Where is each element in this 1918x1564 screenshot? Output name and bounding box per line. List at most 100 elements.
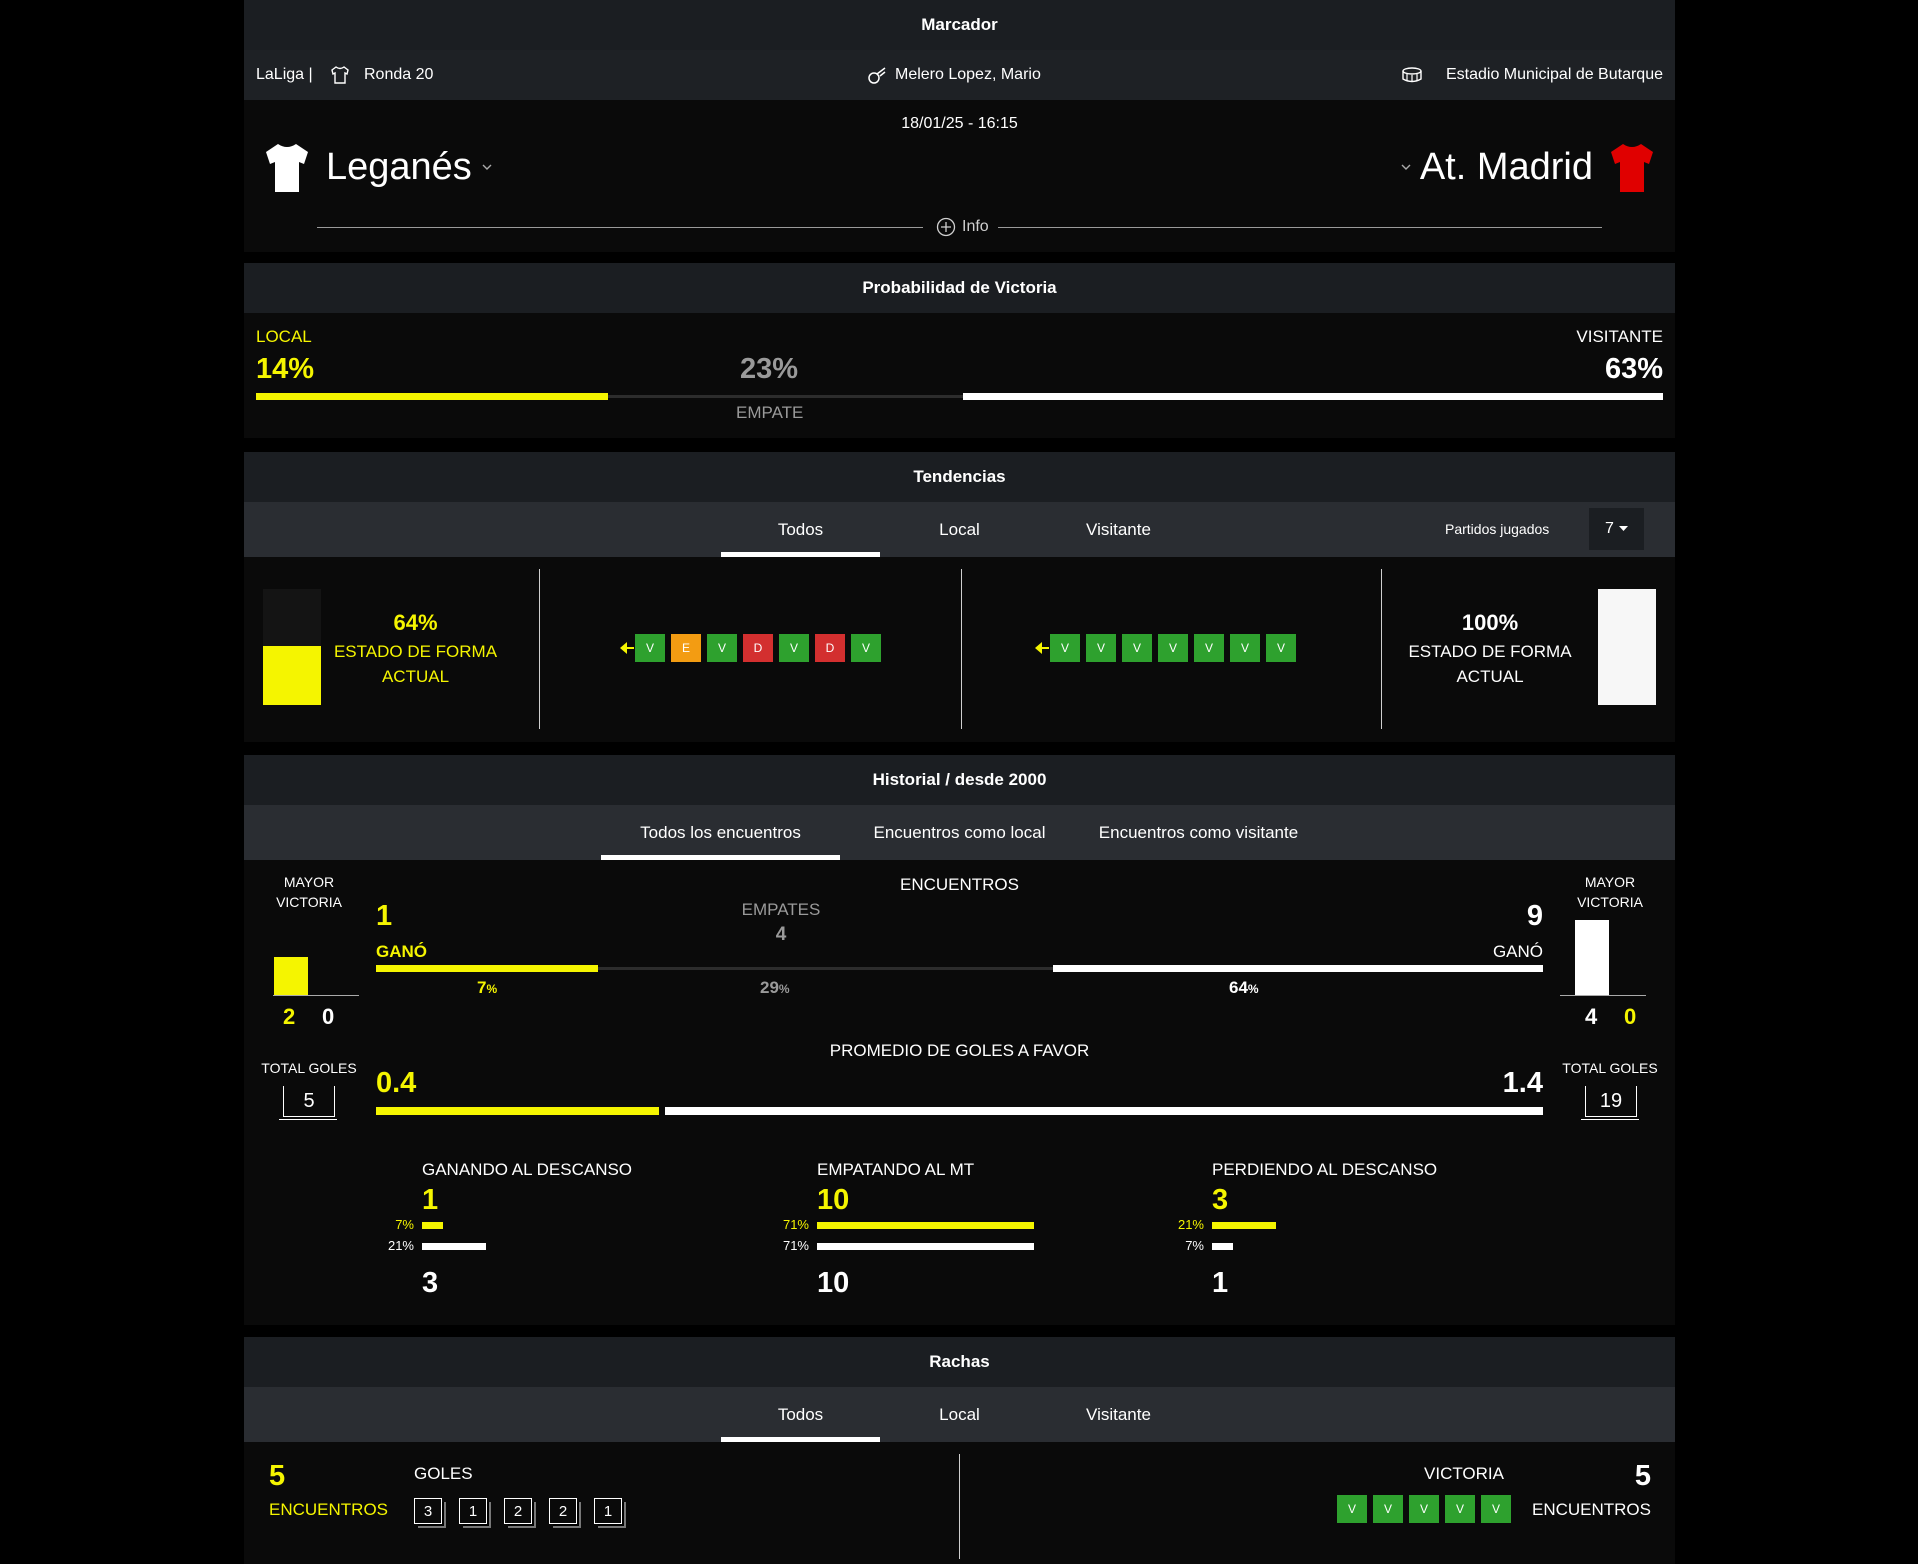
tendencias-header: Tendencias — [244, 452, 1675, 502]
goals-badge: 1 — [459, 1498, 487, 1524]
away-avg-bar — [665, 1107, 1543, 1115]
tab-local[interactable]: Local — [939, 519, 980, 539]
home-avg-bar — [376, 1107, 660, 1115]
away-team-name[interactable]: At. Madrid — [1419, 146, 1593, 188]
league-label[interactable]: LaLiga | — [256, 66, 313, 83]
away-wins: 9 — [1526, 900, 1543, 932]
home-big-win-home: 2 — [283, 1004, 296, 1029]
tab-encuentros-local[interactable]: Encuentros como local — [873, 822, 1046, 842]
halftime-stats: GANANDO AL DESCANSO 1 7% 21% 3 EMPATANDO AL M… — [244, 1160, 1675, 1320]
result-badge: V — [1230, 634, 1260, 662]
away-big-win-bar — [1575, 920, 1609, 995]
away-streak-count-label: ENCUENTROS — [1531, 1500, 1651, 1519]
away-probability-bar — [962, 393, 1663, 400]
result-badge: D — [743, 634, 773, 662]
halftime-away-pct: 7% — [1185, 1238, 1204, 1253]
result-badge: V — [1445, 1495, 1475, 1523]
stadium-name: Estadio Municipal de Butarque — [1445, 66, 1663, 83]
result-badge: V — [1266, 634, 1296, 662]
match-datetime: 18/01/25 - 16:15 — [901, 115, 1018, 132]
result-badge: V — [1122, 634, 1152, 662]
halftime-label: GANANDO AL DESCANSO — [422, 1160, 633, 1179]
encuentros-track — [376, 967, 1543, 970]
away-big-win-home: 4 — [1585, 1004, 1598, 1029]
divider — [961, 569, 962, 729]
away-probability: 63% — [1604, 353, 1663, 385]
box-underline — [1581, 1119, 1639, 1120]
away-form-gauge — [1598, 589, 1656, 705]
away-won-label: GANÓ — [1492, 942, 1543, 961]
tab-visitante[interactable]: Visitante — [1086, 519, 1151, 539]
result-badge: E — [671, 634, 701, 662]
mayor-victoria-label: MAYOR — [1584, 874, 1636, 890]
halftime-home-count: 1 — [422, 1184, 439, 1216]
result-badge: V — [707, 634, 737, 662]
info-button[interactable]: Info — [936, 216, 989, 238]
referee-name: Melero Lopez, Mario — [895, 66, 1041, 83]
halftime-home-pct: 7% — [395, 1217, 414, 1232]
result-badge: V — [1194, 634, 1224, 662]
local-label: LOCAL — [256, 327, 312, 346]
halftime-home-pct: 21% — [1177, 1217, 1204, 1232]
home-form-fill — [263, 645, 321, 705]
away-label: VISITANTE — [1576, 327, 1663, 346]
draws-pct: 29% — [760, 978, 790, 997]
info-label: Info — [962, 218, 989, 235]
result-badge: V — [851, 634, 881, 662]
rachas-title: Rachas — [929, 1352, 990, 1371]
home-form-label: ESTADO DE FORMA — [333, 642, 498, 661]
historial-title: Historial / desde 2000 — [872, 770, 1047, 789]
home-streak-count: 5 — [269, 1460, 286, 1492]
historial-header: Historial / desde 2000 — [244, 755, 1675, 805]
halftime-away-pct: 21% — [387, 1238, 414, 1253]
halftime-label: PERDIENDO AL DESCANSO — [1212, 1160, 1438, 1179]
jersey-icon — [331, 66, 349, 84]
halftime-home-pct: 71% — [782, 1217, 809, 1232]
tab-encuentros-visitante[interactable]: Encuentros como visitante — [1098, 822, 1299, 842]
home-form-label: ACTUAL — [381, 667, 450, 686]
divider — [317, 227, 923, 228]
marcador-title: Marcador — [921, 15, 998, 34]
home-wins: 1 — [376, 900, 393, 932]
home-avg-goals: 0.4 — [376, 1067, 417, 1099]
local-probability: 14% — [256, 353, 315, 385]
rachas-header: Rachas — [244, 1337, 1675, 1387]
chevron-down-icon[interactable] — [482, 164, 492, 171]
goals-badge: 1 — [594, 1498, 622, 1524]
match-meta-bar: LaLiga | Ronda 20 Melero Lopez, Mario Es… — [244, 50, 1675, 100]
away-wins-bar — [1052, 965, 1543, 972]
result-badge: V — [1086, 634, 1116, 662]
played-select[interactable]: 7 — [1589, 508, 1644, 550]
played-value: 7 — [1605, 520, 1614, 537]
tab-visitante[interactable]: Visitante — [1086, 1404, 1151, 1424]
tab-todos-encuentros[interactable]: Todos los encuentros — [601, 805, 840, 860]
probabilidad-title: Probabilidad de Victoria — [862, 278, 1057, 297]
promedio-label: PROMEDIO DE GOLES A FAVOR — [829, 1041, 1090, 1060]
home-big-win-bar — [274, 957, 308, 995]
plus-circle-icon — [936, 217, 956, 237]
historial-panel: MAYOR VICTORIA 2 0 ENCUENTROS 1 GANÓ EMP… — [244, 860, 1675, 1325]
halftime-label: EMPATANDO AL MT — [817, 1160, 975, 1179]
tab-local[interactable]: Local — [939, 1404, 980, 1424]
scoreboard-panel: 18/01/25 - 16:15 Leganés At. Madrid Info — [244, 100, 1675, 252]
total-goles-label: TOTAL GOLES — [1562, 1060, 1658, 1076]
tab-todos[interactable]: Todos — [721, 502, 880, 557]
divider — [959, 1454, 960, 1559]
chevron-down-icon[interactable] — [1401, 164, 1411, 171]
result-badge: V — [1373, 1495, 1403, 1523]
home-wins-pct: 7% — [477, 978, 498, 997]
halftime-home-bar — [817, 1222, 1034, 1229]
goals-badge: 2 — [504, 1498, 532, 1524]
tab-todos[interactable]: Todos — [721, 1387, 880, 1442]
draw-label: EMPATE — [736, 403, 804, 422]
home-streak-count-label: ENCUENTROS — [269, 1500, 389, 1519]
home-wins-bar — [376, 965, 598, 972]
halftime-home-bar — [1212, 1222, 1277, 1229]
probabilidad-panel: LOCAL 14% 23% EMPATE VISITANTE 63% — [244, 313, 1675, 438]
arrow-left-icon — [620, 642, 634, 654]
halftime-away-count: 10 — [817, 1267, 850, 1299]
home-team-name[interactable]: Leganés — [326, 146, 472, 188]
